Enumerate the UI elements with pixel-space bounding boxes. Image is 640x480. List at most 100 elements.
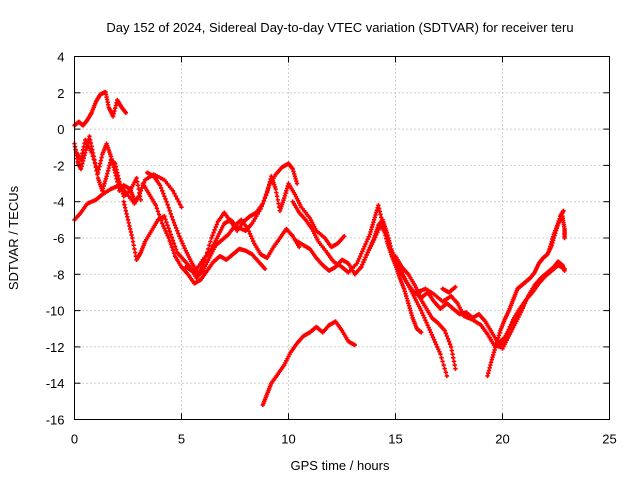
data-point-fill <box>357 253 363 259</box>
data-point <box>138 197 144 203</box>
data-point-fill <box>210 233 215 238</box>
data-point <box>418 330 424 335</box>
data-point <box>209 235 214 241</box>
data-point <box>157 183 163 188</box>
data-point-fill <box>172 223 178 228</box>
data-point-fill <box>440 359 445 364</box>
data-point-fill <box>92 160 98 165</box>
data-point-fill <box>361 260 366 265</box>
data-point-fill <box>362 257 367 262</box>
data-point-fill <box>364 239 369 244</box>
data-point-fill <box>432 339 438 345</box>
data-point <box>170 188 176 194</box>
data-point <box>258 206 263 212</box>
data-point-fill <box>250 238 256 244</box>
data-point-fill <box>447 341 453 347</box>
data-point-fill <box>207 243 212 248</box>
data-point-fill <box>360 249 365 254</box>
data-point-fill <box>158 185 164 191</box>
data-point-fill <box>363 255 368 260</box>
data-point <box>341 233 347 239</box>
data-point <box>297 244 302 250</box>
data-point-fill <box>252 216 258 221</box>
data-point-fill <box>360 262 365 267</box>
data-point-fill <box>424 320 429 325</box>
data-point-fill <box>261 198 267 203</box>
y-tick-label: 4 <box>57 50 64 65</box>
grid <box>74 56 610 420</box>
y-tick-label: -4 <box>53 195 65 210</box>
x-axis-title: GPS time / hours <box>291 458 390 473</box>
data-point-fill <box>181 243 186 249</box>
data-point <box>170 217 176 223</box>
data-point-fill <box>248 233 254 239</box>
y-tick-label: -10 <box>46 304 65 319</box>
data-point-fill <box>523 298 529 304</box>
data-point-fill <box>173 225 179 231</box>
data-point-fill <box>375 230 380 235</box>
data-point-fill <box>171 250 177 256</box>
data-point-fill <box>197 269 202 275</box>
data-point-fill <box>162 194 167 199</box>
data-point-fill <box>435 344 440 350</box>
data-point-fill <box>365 237 370 242</box>
data-point-fill <box>436 347 441 352</box>
data-point-fill <box>430 335 436 340</box>
data-point-fill <box>163 228 168 233</box>
data-point-fill <box>176 199 181 204</box>
data-point-fill <box>178 236 183 241</box>
data-point-fill <box>364 252 369 258</box>
data-point <box>438 351 443 357</box>
data-point-fill <box>259 204 264 209</box>
data-point-fill <box>169 244 175 250</box>
data-point-fill <box>212 227 217 233</box>
data-point-fill <box>441 362 446 368</box>
data-point-fill <box>374 232 379 238</box>
series-6 <box>140 181 268 286</box>
data-point-fill <box>180 241 185 246</box>
data-point <box>162 214 167 219</box>
y-tick-label: -14 <box>46 376 65 391</box>
data-point <box>160 221 165 226</box>
series-11 <box>359 223 458 371</box>
data-point-fill <box>182 246 187 251</box>
data-point-fill <box>155 209 161 214</box>
data-point-fill <box>359 251 364 256</box>
data-point <box>359 264 364 270</box>
data-point <box>352 342 358 348</box>
y-axis-title: SDTVAR / TECUs <box>6 185 21 290</box>
data-point-fill <box>355 258 361 264</box>
x-tick-label: 25 <box>602 432 616 447</box>
data-point-fill <box>168 241 173 247</box>
data-point-fill <box>362 244 367 249</box>
data-point <box>371 237 377 243</box>
data-point-fill <box>420 310 425 316</box>
series-18 <box>260 319 358 408</box>
data-point-fill <box>179 238 184 244</box>
data-point-fill <box>208 239 213 244</box>
data-point-fill <box>158 218 164 223</box>
data-point-fill <box>443 331 448 336</box>
data-point-fill <box>175 228 180 233</box>
y-tick-label: -8 <box>53 267 65 282</box>
data-point-fill <box>524 296 530 301</box>
data-point <box>562 268 567 273</box>
data-point <box>177 233 182 239</box>
data-point-fill <box>165 223 170 228</box>
data-point-fill <box>214 222 220 227</box>
data-point-fill <box>263 193 269 198</box>
x-tick-label: 15 <box>388 432 402 447</box>
data-point-fill <box>426 325 431 330</box>
data-point <box>249 221 255 226</box>
data-point-fill <box>172 191 177 196</box>
y-tick-label: -12 <box>46 340 65 355</box>
data-point-fill <box>166 226 171 231</box>
data-point-fill <box>251 218 256 224</box>
data-point-fill <box>170 247 176 253</box>
data-point-fill <box>390 250 395 256</box>
data-point-fill <box>443 370 448 375</box>
y-tick-label: -16 <box>46 413 65 428</box>
series-5 <box>121 199 302 281</box>
chart-title: Day 152 of 2024, Sidereal Day-to-day VTE… <box>106 20 573 35</box>
